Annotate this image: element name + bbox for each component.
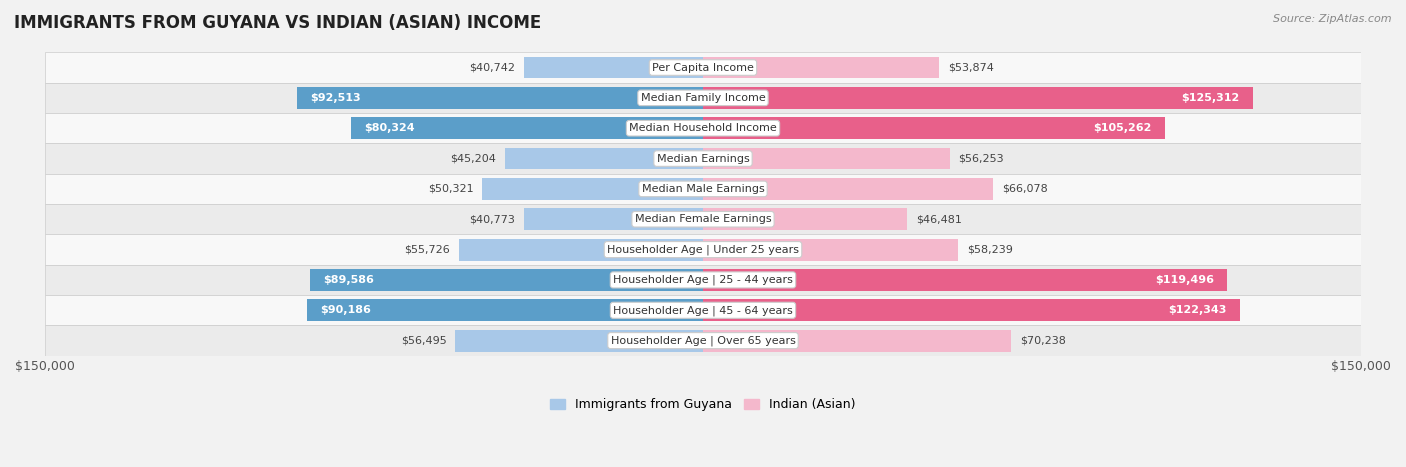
Text: $50,321: $50,321	[427, 184, 474, 194]
Text: $105,262: $105,262	[1094, 123, 1152, 133]
Text: Per Capita Income: Per Capita Income	[652, 63, 754, 72]
Bar	[45, 265, 1361, 295]
Text: Householder Age | 25 - 44 years: Householder Age | 25 - 44 years	[613, 275, 793, 285]
Text: $89,586: $89,586	[323, 275, 374, 285]
Bar	[350, 117, 703, 139]
Text: $92,513: $92,513	[311, 93, 361, 103]
Legend: Immigrants from Guyana, Indian (Asian): Immigrants from Guyana, Indian (Asian)	[546, 393, 860, 416]
Bar	[456, 330, 703, 352]
Text: IMMIGRANTS FROM GUYANA VS INDIAN (ASIAN) INCOME: IMMIGRANTS FROM GUYANA VS INDIAN (ASIAN)…	[14, 14, 541, 32]
Text: Householder Age | Over 65 years: Householder Age | Over 65 years	[610, 335, 796, 346]
Bar	[703, 330, 1011, 352]
Text: $66,078: $66,078	[1001, 184, 1047, 194]
Bar	[703, 269, 1227, 291]
Text: Median Male Earnings: Median Male Earnings	[641, 184, 765, 194]
Text: Median Earnings: Median Earnings	[657, 154, 749, 163]
Text: $90,186: $90,186	[321, 305, 371, 315]
Bar	[703, 178, 993, 200]
Text: $70,238: $70,238	[1019, 336, 1066, 346]
Text: $53,874: $53,874	[948, 63, 994, 72]
Text: $122,343: $122,343	[1168, 305, 1226, 315]
Bar	[45, 52, 1361, 83]
Bar	[308, 299, 703, 321]
Text: $45,204: $45,204	[450, 154, 496, 163]
Text: $55,726: $55,726	[404, 245, 450, 255]
Bar	[703, 57, 939, 78]
Text: Householder Age | Under 25 years: Householder Age | Under 25 years	[607, 244, 799, 255]
Text: $80,324: $80,324	[364, 123, 415, 133]
Bar	[524, 57, 703, 78]
Text: $119,496: $119,496	[1156, 275, 1213, 285]
Bar	[458, 239, 703, 261]
Text: $56,495: $56,495	[401, 336, 446, 346]
Text: Source: ZipAtlas.com: Source: ZipAtlas.com	[1274, 14, 1392, 24]
Text: $40,773: $40,773	[470, 214, 516, 224]
Bar	[309, 269, 703, 291]
Bar	[524, 208, 703, 230]
Bar	[703, 299, 1240, 321]
Text: $58,239: $58,239	[967, 245, 1014, 255]
Bar	[45, 143, 1361, 174]
Bar	[45, 204, 1361, 234]
Bar	[703, 148, 950, 170]
Text: Householder Age | 45 - 64 years: Householder Age | 45 - 64 years	[613, 305, 793, 316]
Bar	[45, 113, 1361, 143]
Text: $56,253: $56,253	[959, 154, 1004, 163]
Bar	[703, 117, 1164, 139]
Text: $40,742: $40,742	[470, 63, 516, 72]
Bar	[45, 174, 1361, 204]
Bar	[45, 325, 1361, 356]
Text: Median Female Earnings: Median Female Earnings	[634, 214, 772, 224]
Text: $125,312: $125,312	[1181, 93, 1240, 103]
Bar	[703, 87, 1253, 109]
Bar	[505, 148, 703, 170]
Bar	[482, 178, 703, 200]
Text: Median Family Income: Median Family Income	[641, 93, 765, 103]
Bar	[45, 234, 1361, 265]
Bar	[703, 208, 907, 230]
Bar	[45, 83, 1361, 113]
Bar	[703, 239, 959, 261]
Text: $46,481: $46,481	[915, 214, 962, 224]
Bar	[297, 87, 703, 109]
Bar	[45, 295, 1361, 325]
Text: Median Household Income: Median Household Income	[628, 123, 778, 133]
